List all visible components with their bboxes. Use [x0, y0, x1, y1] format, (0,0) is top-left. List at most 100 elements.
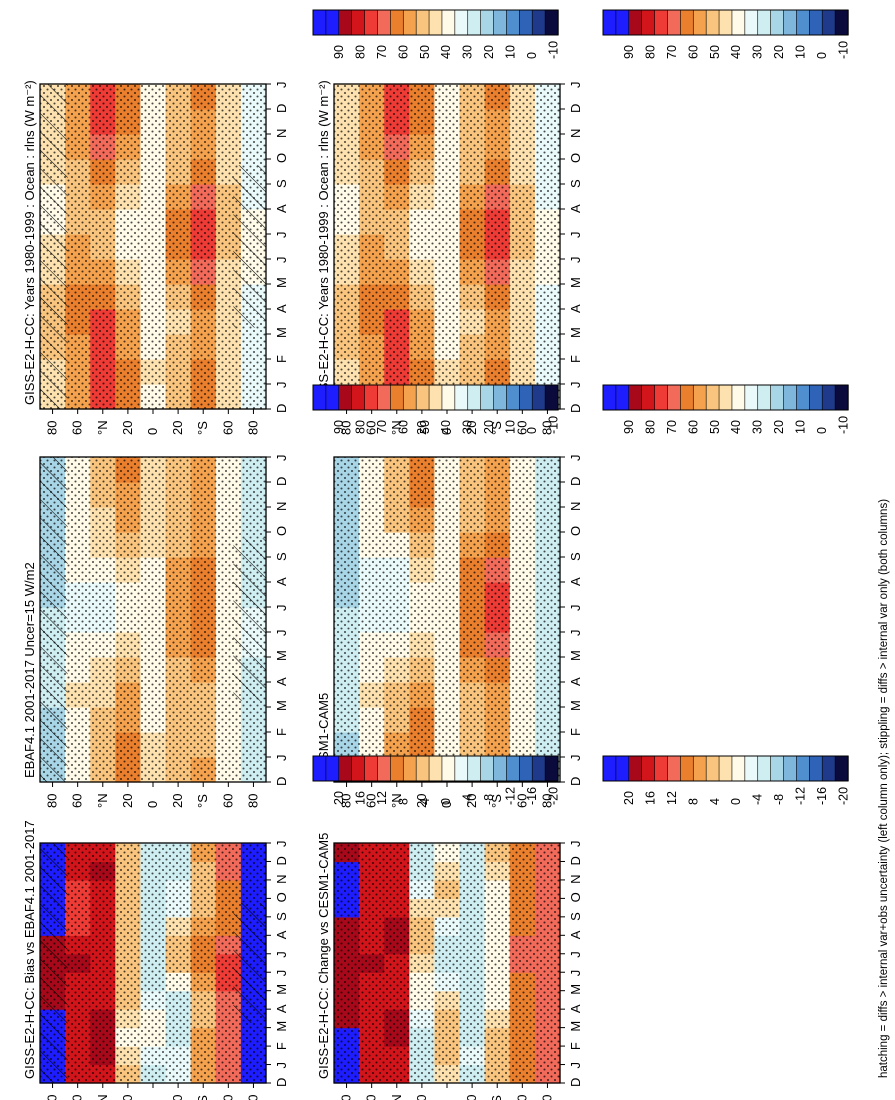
stippling: [334, 84, 560, 409]
colorbar-swatch: [796, 384, 811, 411]
lat-tick-label: 20: [170, 1095, 185, 1100]
lat-tick-label: °N: [95, 420, 110, 435]
month-tick-label: M: [274, 1021, 289, 1032]
colorbar-label: 70: [375, 45, 389, 59]
month-tick-label: F: [568, 728, 583, 736]
lat-tick-label: 60: [364, 1095, 379, 1100]
colorbar-label: 40: [439, 420, 453, 434]
colorbar-swatch: [628, 384, 643, 411]
month-tick-label: O: [274, 892, 289, 902]
colorbar-label: 80: [353, 420, 367, 434]
colorbar-swatch: [770, 384, 785, 411]
colorbar-label: 30: [751, 420, 765, 434]
month-tick-label: J: [568, 951, 583, 958]
colorbar-label: 10: [504, 420, 518, 434]
colorbar-label: 40: [439, 45, 453, 59]
colorbar-label: 16: [643, 791, 657, 805]
colorbar-swatch: [312, 384, 327, 411]
colorbar-swatch: [783, 755, 798, 782]
colorbar-swatch: [441, 384, 456, 411]
month-tick-label: S: [568, 179, 583, 188]
colorbar-label: -20: [547, 787, 561, 805]
month-tick-label: J: [568, 755, 583, 762]
colorbar-label: -20: [837, 787, 851, 805]
month-tick-label: D: [274, 404, 289, 413]
month-tick-label: J: [274, 257, 289, 264]
stippling: [334, 457, 560, 782]
colorbar-swatch: [454, 384, 469, 411]
lat-tick-label: 80: [539, 794, 554, 808]
stippling: [40, 84, 266, 409]
hatching-south: [233, 165, 266, 328]
lat-tick-label: 60: [514, 421, 529, 435]
colorbar-label: 70: [665, 45, 679, 59]
month-tick-label: A: [568, 204, 583, 213]
month-tick-label: J: [568, 630, 583, 637]
colorbar-swatch: [757, 384, 772, 411]
colorbar-swatch: [428, 9, 443, 36]
colorbar-swatch: [351, 755, 366, 782]
colorbar-swatch: [705, 384, 720, 411]
month-tick-label: S: [568, 912, 583, 921]
colorbar-swatch: [519, 755, 533, 782]
colorbar-label: 60: [686, 420, 700, 434]
colorbar-label: 70: [665, 420, 679, 434]
footer-note: hatching = diffs > internal var+obs unce…: [878, 499, 890, 1078]
colorbar-frame: [312, 755, 559, 782]
month-tick-label: D: [274, 777, 289, 786]
month-tick-label: N: [274, 875, 289, 884]
lat-tick-label: 80: [339, 421, 354, 435]
colorbar-swatch: [821, 755, 836, 782]
colorbar-label: 10: [794, 45, 808, 59]
month-tick-label: D: [568, 1078, 583, 1087]
month-tick-label: M: [274, 650, 289, 661]
colorbar-swatch: [615, 755, 630, 782]
lat-tick-label: °S: [489, 1095, 504, 1100]
month-tick-label: J: [568, 455, 583, 462]
month-tick-label: J: [274, 605, 289, 612]
colorbar: 90 80 70 60 50 40 30 20 10 0 -10: [602, 384, 851, 434]
month-tick-label: J: [274, 755, 289, 762]
colorbar-swatch: [654, 755, 669, 782]
colorbar-swatch: [364, 384, 379, 411]
colorbar: 90 80 70 60 50 40 30 20 10 0 -10: [602, 9, 851, 59]
colorbar-label: 80: [643, 420, 657, 434]
colorbar-label: 90: [622, 45, 636, 59]
colorbar-label: 50: [708, 420, 722, 434]
month-tick-label: N: [568, 875, 583, 884]
colorbar-label: 40: [729, 45, 743, 59]
month-tick-label: D: [568, 104, 583, 113]
colorbar-label: 20: [772, 45, 786, 59]
lat-tick-label: 80: [539, 421, 554, 435]
month-tick-label: M: [568, 984, 583, 995]
month-tick-label: S: [274, 552, 289, 561]
colorbar-swatch: [338, 384, 353, 411]
month-tick-label: O: [568, 892, 583, 902]
colorbar-label: 0: [815, 427, 829, 434]
colorbar-swatch: [351, 9, 366, 36]
colorbar-label: 8: [686, 798, 700, 805]
lat-tick-label: °N: [95, 1094, 110, 1100]
colorbar-label: 0: [729, 798, 743, 805]
colorbar-swatch: [796, 9, 811, 36]
month-tick-label: J: [568, 841, 583, 848]
month-tick-label: J: [274, 82, 289, 89]
colorbar-swatch: [428, 755, 443, 782]
month-tick-label: S: [568, 552, 583, 561]
colorbar-swatch: [692, 9, 707, 36]
colorbar-swatch: [834, 755, 849, 782]
lat-tick-label: 20: [414, 794, 429, 808]
month-tick-label: F: [568, 1042, 583, 1050]
month-tick-label: M: [568, 1021, 583, 1032]
colorbar-label: 4: [708, 798, 722, 805]
colorbar-label: 0: [525, 427, 539, 434]
colorbar: 20 16 12 8 4 0 -4 -8 -12 -16 -20: [312, 755, 561, 805]
colorbar-swatch: [770, 9, 785, 36]
colorbar-swatch: [480, 9, 495, 36]
colorbar-swatch: [493, 384, 508, 411]
lat-tick-label: 20: [464, 794, 479, 808]
lat-tick-label: 20: [120, 1095, 135, 1100]
colorbar-swatch: [377, 9, 392, 36]
